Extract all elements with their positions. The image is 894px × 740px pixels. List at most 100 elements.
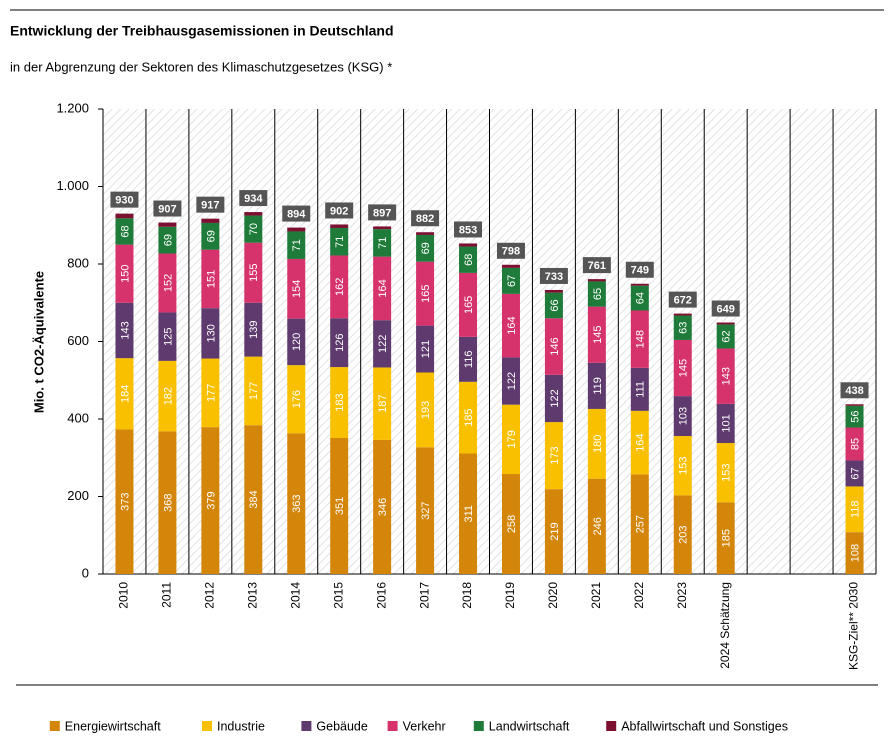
legend-swatch [606, 721, 617, 731]
data-label: 125 [162, 327, 174, 345]
data-label: 203 [678, 525, 690, 543]
bar-segment [287, 318, 306, 366]
x-tick-label: 2021 [589, 582, 603, 609]
data-label: 143 [721, 367, 733, 385]
data-label: 180 [592, 435, 604, 453]
data-label: 71 [334, 236, 346, 248]
bar-segment [416, 261, 435, 326]
bar-segment [287, 227, 306, 232]
bar-segment [201, 427, 220, 574]
total-label: 853 [459, 224, 477, 236]
chart-subtitle: in der Abgrenzung der Sektoren des Klima… [10, 59, 392, 74]
bar-segment [330, 224, 349, 228]
bar-segment [673, 495, 692, 574]
legend-label: Verkehr [403, 719, 446, 733]
data-label: 177 [205, 384, 217, 402]
bar-segment [630, 367, 649, 411]
legend-label: Landwirtschaft [489, 719, 570, 733]
data-label: 162 [334, 278, 346, 296]
bar-segment [630, 410, 649, 475]
bar-segment [244, 242, 263, 303]
data-label: 66 [549, 299, 561, 311]
total-label: 917 [201, 200, 219, 212]
total-label: 761 [588, 260, 606, 272]
bar-segment [158, 360, 177, 432]
bar-segment [330, 318, 349, 368]
x-tick-label: 2020 [546, 582, 560, 609]
data-label: 122 [549, 389, 561, 407]
total-box [239, 190, 268, 207]
data-label: 363 [291, 494, 303, 512]
legend-swatch [387, 721, 398, 731]
total-box [711, 300, 740, 317]
bar-segment [587, 362, 606, 409]
bar-segment [330, 437, 349, 574]
total-label: 897 [373, 207, 391, 219]
data-label: 118 [849, 501, 861, 519]
data-label: 119 [592, 377, 604, 395]
legend-swatch [49, 721, 60, 731]
data-label: 143 [119, 321, 131, 339]
total-label: 438 [845, 385, 863, 397]
bar-segment [501, 293, 520, 358]
bar-segment [416, 447, 435, 574]
bar-segment [673, 315, 692, 340]
total-label: 649 [717, 303, 735, 315]
data-label: 148 [635, 330, 647, 348]
data-label: 101 [721, 414, 733, 432]
bar-segment [459, 381, 478, 454]
data-label: 384 [248, 490, 260, 508]
bar-segment [373, 439, 392, 574]
x-tick-label: 2017 [417, 582, 431, 609]
data-label: 346 [377, 498, 389, 516]
bar-segment [459, 453, 478, 574]
x-tick-label: 2013 [245, 582, 259, 609]
chart-title: Entwicklung der Treibhausgasemissionen i… [10, 23, 394, 39]
bar-segment [115, 429, 134, 574]
data-label: 69 [420, 242, 432, 254]
x-tick-label: 2014 [288, 582, 302, 609]
x-tick-label: 2010 [117, 582, 131, 609]
data-label: 373 [119, 493, 131, 511]
bar-segment [673, 436, 692, 496]
bar-segment [630, 474, 649, 574]
data-label: 154 [291, 280, 303, 298]
bar-segment [459, 246, 478, 273]
data-label: 177 [248, 382, 260, 400]
data-label: 179 [506, 430, 518, 448]
y-tick-label: 800 [67, 255, 89, 270]
bar-segment [673, 339, 692, 397]
data-label: 155 [248, 264, 260, 282]
data-label: 108 [849, 544, 861, 562]
legend-label: Energiewirtschaft [65, 719, 161, 733]
bar-segment [158, 312, 177, 361]
y-tick-label: 0 [82, 565, 89, 580]
data-label: 173 [549, 446, 561, 464]
total-box [153, 200, 182, 217]
y-tick-label: 1.000 [56, 178, 89, 193]
bar-segment [330, 255, 349, 319]
bar-segment [544, 489, 563, 574]
data-label: 145 [678, 359, 690, 377]
data-label: 126 [334, 333, 346, 351]
bar-segment [587, 478, 606, 574]
data-label: 130 [205, 324, 217, 342]
total-label: 934 [244, 193, 263, 205]
bar-segment [244, 215, 263, 243]
bar-segment [416, 325, 435, 373]
data-label: 176 [291, 390, 303, 408]
data-label: 165 [420, 284, 432, 302]
total-box [668, 291, 697, 308]
bar-segment [115, 358, 134, 430]
data-label: 368 [162, 494, 174, 512]
total-box [196, 196, 225, 213]
bar-segment [845, 486, 864, 533]
data-label: 151 [205, 270, 217, 288]
legend-swatch [202, 721, 212, 731]
x-tick-label: 2024 Schätzung [718, 582, 732, 669]
data-label: 68 [119, 225, 131, 237]
x-tick-label: 2011 [160, 582, 174, 608]
bar-segment [587, 279, 606, 282]
data-label: 327 [420, 501, 432, 519]
